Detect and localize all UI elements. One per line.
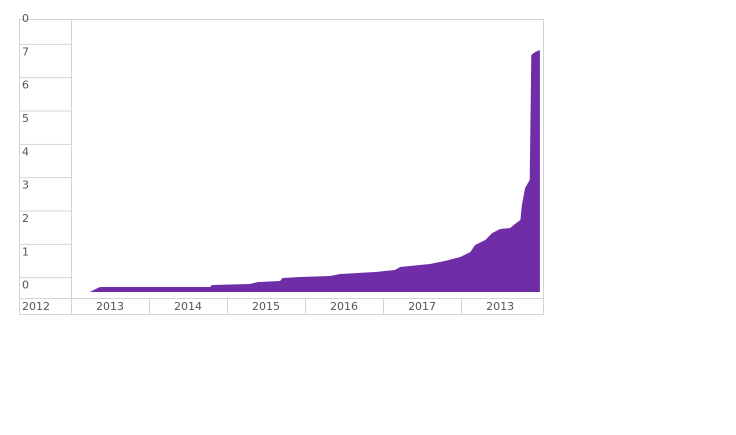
x-tick-label: 2017: [408, 300, 436, 313]
x-tick-label: 2013: [96, 300, 124, 313]
corner-label: 2012: [22, 300, 50, 313]
y-tick-label: 1: [22, 245, 29, 258]
y-tick-label: 7: [22, 45, 29, 58]
x-tick-label: 2013: [486, 300, 514, 313]
chart-frame: [19, 19, 544, 315]
y-tick-label: 0: [22, 12, 29, 25]
x-tick-label: 2016: [330, 300, 358, 313]
x-tick-label: 2015: [252, 300, 280, 313]
area: [89, 50, 540, 292]
y-tick-label: 3: [22, 179, 29, 192]
y-tick-label: 2: [22, 212, 29, 225]
y-tick-label: 4: [22, 145, 29, 158]
y-tick-label: 6: [22, 79, 29, 92]
y-tick-label: 0: [22, 279, 29, 292]
y-tick-label: 5: [22, 112, 29, 125]
x-tick-label: 2014: [174, 300, 202, 313]
